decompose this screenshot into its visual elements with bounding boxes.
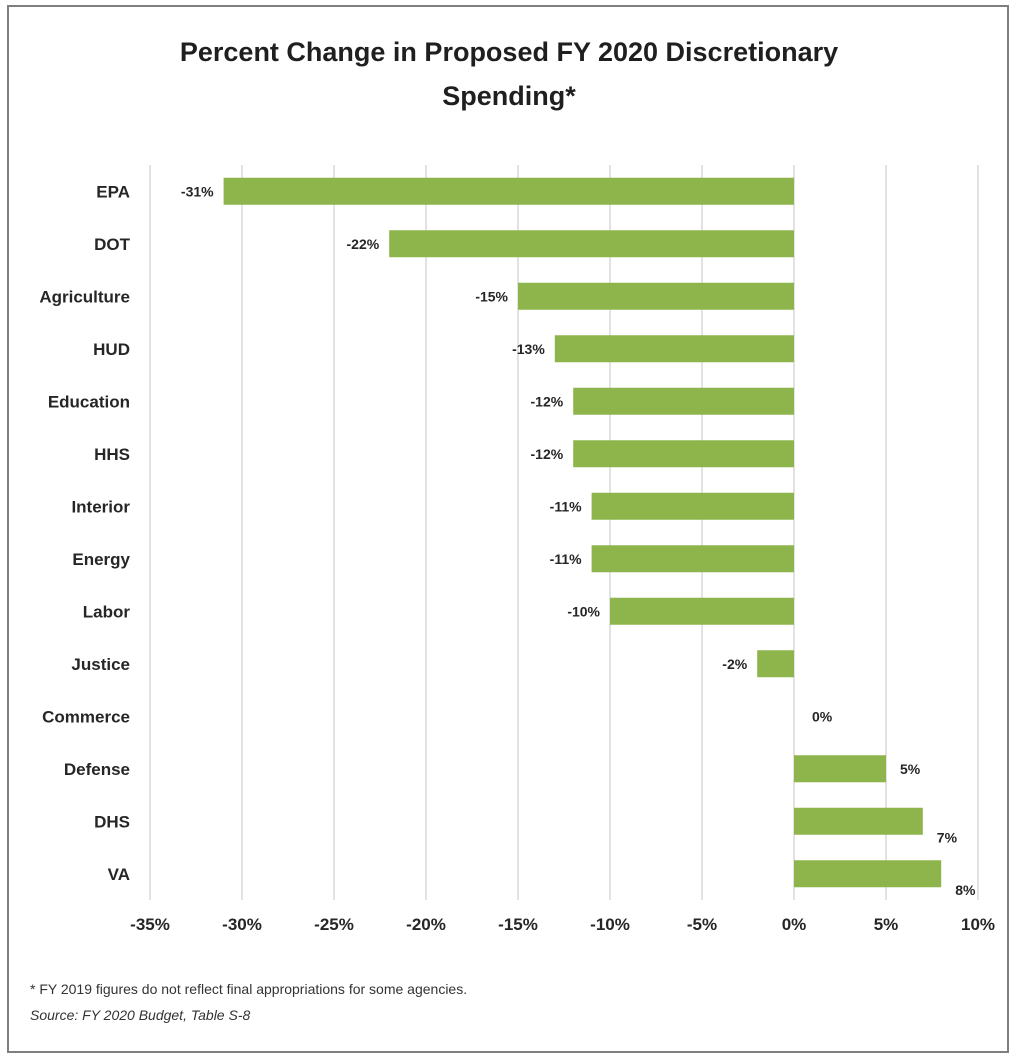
x-tick-label: 0% [782,915,807,934]
x-tick-label: 10% [961,915,995,934]
category-label: Defense [64,760,130,779]
bar-defense [794,755,886,783]
x-tick-label: -35% [130,915,170,934]
x-tick-label: -20% [406,915,446,934]
bar-dot [389,230,794,258]
category-label: EPA [96,182,130,201]
bars [223,177,942,888]
category-label: HUD [93,340,130,359]
category-label: Energy [72,550,130,569]
category-label: Education [48,392,130,411]
bar-dhs [794,807,923,835]
data-label: -11% [550,551,582,567]
bar-justice [757,650,794,678]
category-label: Labor [83,602,131,621]
x-tick-label: -30% [222,915,262,934]
x-tick-label: -15% [498,915,538,934]
x-tick-label: -5% [687,915,717,934]
bar-epa [223,177,795,205]
category-label: Agriculture [39,287,130,306]
footnote: * FY 2019 figures do not reflect final a… [30,976,467,1028]
category-label: VA [108,865,130,884]
data-labels: -31% -22% -15% -13% -12% -12% -11% -11% -10% -2% 0… [181,183,976,898]
bar-hhs [573,440,794,468]
gridlines [149,165,979,900]
category-label: Justice [71,655,130,674]
x-tick-label: -10% [590,915,630,934]
data-label: -31% [181,183,214,199]
data-label: -12% [531,446,564,462]
chart-title-line-2: Spending* [442,81,576,111]
x-tick-label: 5% [874,915,899,934]
data-label: 8% [955,882,976,898]
bar-hud [554,335,794,363]
footnote-source: Source: FY 2020 Budget, Table S-8 [30,1007,251,1023]
data-label: 5% [900,761,921,777]
data-label: -10% [567,603,600,619]
data-label: -22% [347,236,380,252]
data-label: -12% [531,393,564,409]
bar-interior [591,492,794,520]
bar-energy [591,545,794,573]
bar-labor [610,597,794,625]
data-label: -15% [475,288,508,304]
category-label: DOT [94,235,131,254]
bar-education [573,387,794,415]
data-label: 7% [937,829,958,845]
data-label: -2% [722,656,747,672]
data-label: -13% [512,341,545,357]
category-label: HHS [94,445,130,464]
category-label: DHS [94,812,130,831]
data-label: 0% [812,708,833,724]
x-axis-tick-labels: -35% -30% -25% -20% -15% -10% -5% 0% 5% 10% [130,915,995,934]
chart-title: Percent Change in Proposed FY 2020 Discr… [0,30,1018,118]
footnote-note: * FY 2019 figures do not reflect final a… [30,981,468,997]
data-label: -11% [550,498,582,514]
x-tick-label: -25% [314,915,354,934]
bar-va [794,860,942,888]
category-labels: EPA DOT Agriculture HUD Education HHS Interior… [39,182,130,884]
bar-agriculture [518,282,794,310]
category-label: Commerce [42,707,130,726]
category-label: Interior [71,497,130,516]
chart-title-line-1: Percent Change in Proposed FY 2020 Discr… [179,37,839,67]
